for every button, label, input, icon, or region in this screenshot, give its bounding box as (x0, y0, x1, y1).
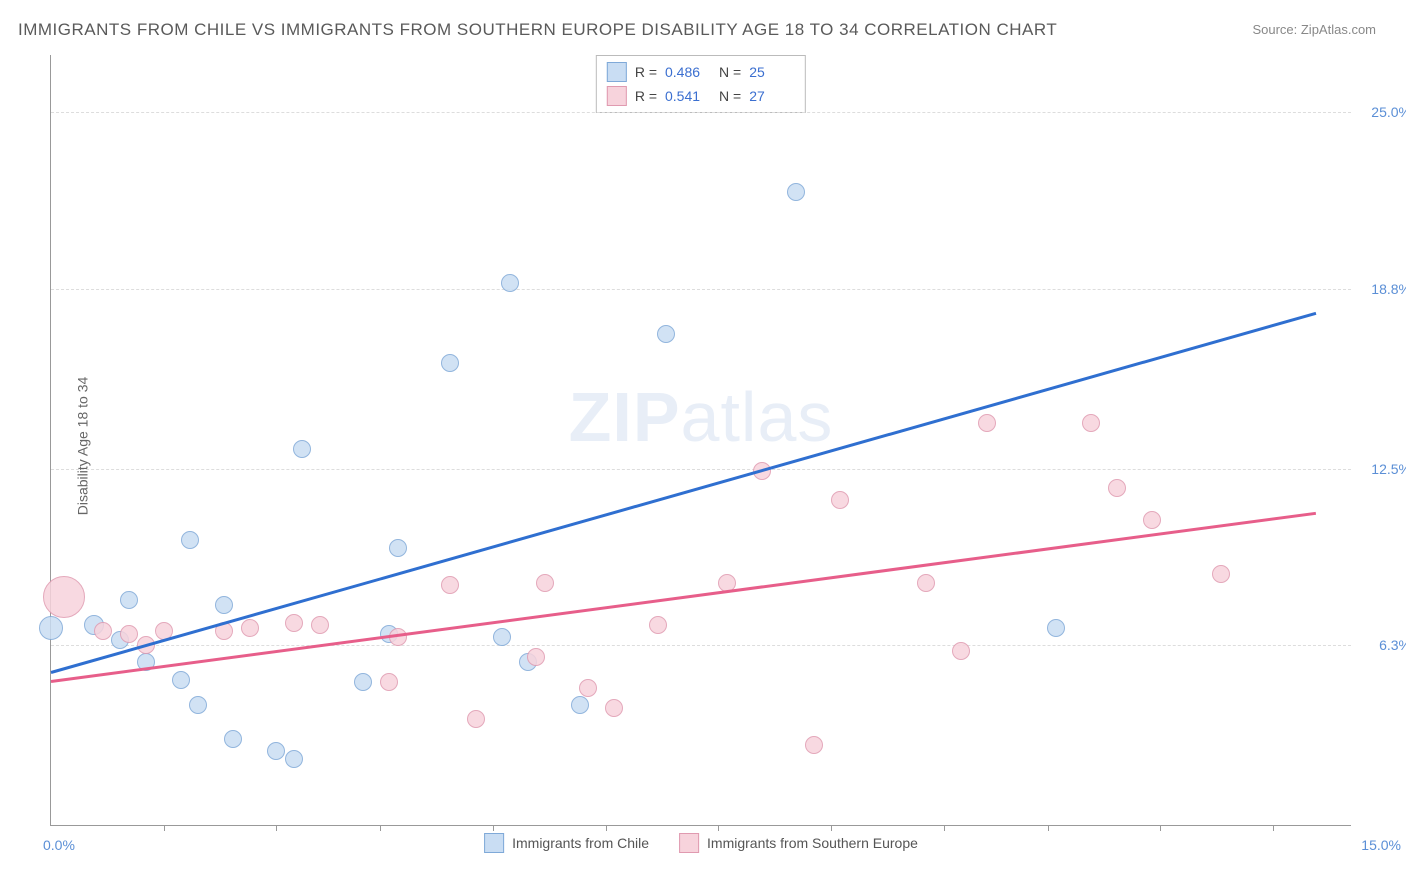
legend-swatch-icon (484, 833, 504, 853)
n-label: N = (719, 64, 741, 80)
data-point (527, 648, 545, 666)
gridline (51, 469, 1351, 470)
data-point (649, 616, 667, 634)
r-label: R = (635, 88, 657, 104)
data-point (39, 616, 63, 640)
x-tick (164, 825, 165, 831)
legend-swatch-icon (607, 86, 627, 106)
data-point (189, 696, 207, 714)
data-point (380, 673, 398, 691)
y-tick-label: 18.8% (1371, 281, 1406, 297)
data-point (1108, 479, 1126, 497)
data-point (241, 619, 259, 637)
n-value-1: 27 (749, 88, 795, 104)
data-point (917, 574, 935, 592)
data-point (311, 616, 329, 634)
x-min-label: 0.0% (43, 837, 75, 853)
data-point (441, 354, 459, 372)
x-tick (831, 825, 832, 831)
y-tick-label: 25.0% (1371, 104, 1406, 120)
x-tick (606, 825, 607, 831)
x-tick (1160, 825, 1161, 831)
trend-line (51, 511, 1317, 682)
data-point (493, 628, 511, 646)
data-point (952, 642, 970, 660)
watermark-bold: ZIP (569, 378, 681, 456)
x-max-label: 15.0% (1361, 837, 1401, 853)
data-point (1212, 565, 1230, 583)
data-point (94, 622, 112, 640)
legend-swatch-icon (679, 833, 699, 853)
chart-container: IMMIGRANTS FROM CHILE VS IMMIGRANTS FROM… (0, 0, 1406, 892)
correlation-legend: R = 0.486 N = 25 R = 0.541 N = 27 (596, 55, 806, 113)
x-tick (276, 825, 277, 831)
data-point (805, 736, 823, 754)
data-point (181, 531, 199, 549)
data-point (657, 325, 675, 343)
legend-row-1: R = 0.541 N = 27 (607, 84, 795, 108)
data-point (293, 440, 311, 458)
watermark: ZIPatlas (569, 377, 834, 457)
legend-row-0: R = 0.486 N = 25 (607, 60, 795, 84)
data-point (831, 491, 849, 509)
data-point (285, 614, 303, 632)
r-label: R = (635, 64, 657, 80)
trend-line (51, 312, 1317, 674)
data-point (978, 414, 996, 432)
legend-item-0: Immigrants from Chile (484, 833, 649, 853)
r-value-1: 0.541 (665, 88, 711, 104)
series-legend: Immigrants from Chile Immigrants from So… (484, 833, 918, 853)
n-label: N = (719, 88, 741, 104)
data-point (120, 625, 138, 643)
data-point (389, 539, 407, 557)
n-value-0: 25 (749, 64, 795, 80)
data-point (120, 591, 138, 609)
legend-label-0: Immigrants from Chile (512, 835, 649, 851)
gridline (51, 645, 1351, 646)
legend-item-1: Immigrants from Southern Europe (679, 833, 918, 853)
data-point (43, 576, 85, 618)
data-point (605, 699, 623, 717)
x-tick (944, 825, 945, 831)
data-point (1143, 511, 1161, 529)
chart-title: IMMIGRANTS FROM CHILE VS IMMIGRANTS FROM… (18, 20, 1057, 40)
data-point (501, 274, 519, 292)
data-point (1047, 619, 1065, 637)
source-label: Source: ZipAtlas.com (1252, 22, 1376, 37)
data-point (441, 576, 459, 594)
y-tick-label: 6.3% (1379, 637, 1406, 653)
data-point (579, 679, 597, 697)
gridline (51, 289, 1351, 290)
y-tick-label: 12.5% (1371, 461, 1406, 477)
data-point (536, 574, 554, 592)
r-value-0: 0.486 (665, 64, 711, 80)
x-tick (1048, 825, 1049, 831)
data-point (215, 596, 233, 614)
legend-swatch-icon (607, 62, 627, 82)
data-point (285, 750, 303, 768)
data-point (787, 183, 805, 201)
data-point (354, 673, 372, 691)
data-point (1082, 414, 1100, 432)
data-point (267, 742, 285, 760)
plot-area: ZIPatlas R = 0.486 N = 25 R = 0.541 N = … (50, 55, 1351, 826)
x-tick (493, 825, 494, 831)
gridline (51, 112, 1351, 113)
data-point (172, 671, 190, 689)
x-tick (1273, 825, 1274, 831)
watermark-light: atlas (681, 378, 834, 456)
legend-label-1: Immigrants from Southern Europe (707, 835, 918, 851)
data-point (467, 710, 485, 728)
data-point (224, 730, 242, 748)
x-tick (380, 825, 381, 831)
x-tick (718, 825, 719, 831)
data-point (571, 696, 589, 714)
